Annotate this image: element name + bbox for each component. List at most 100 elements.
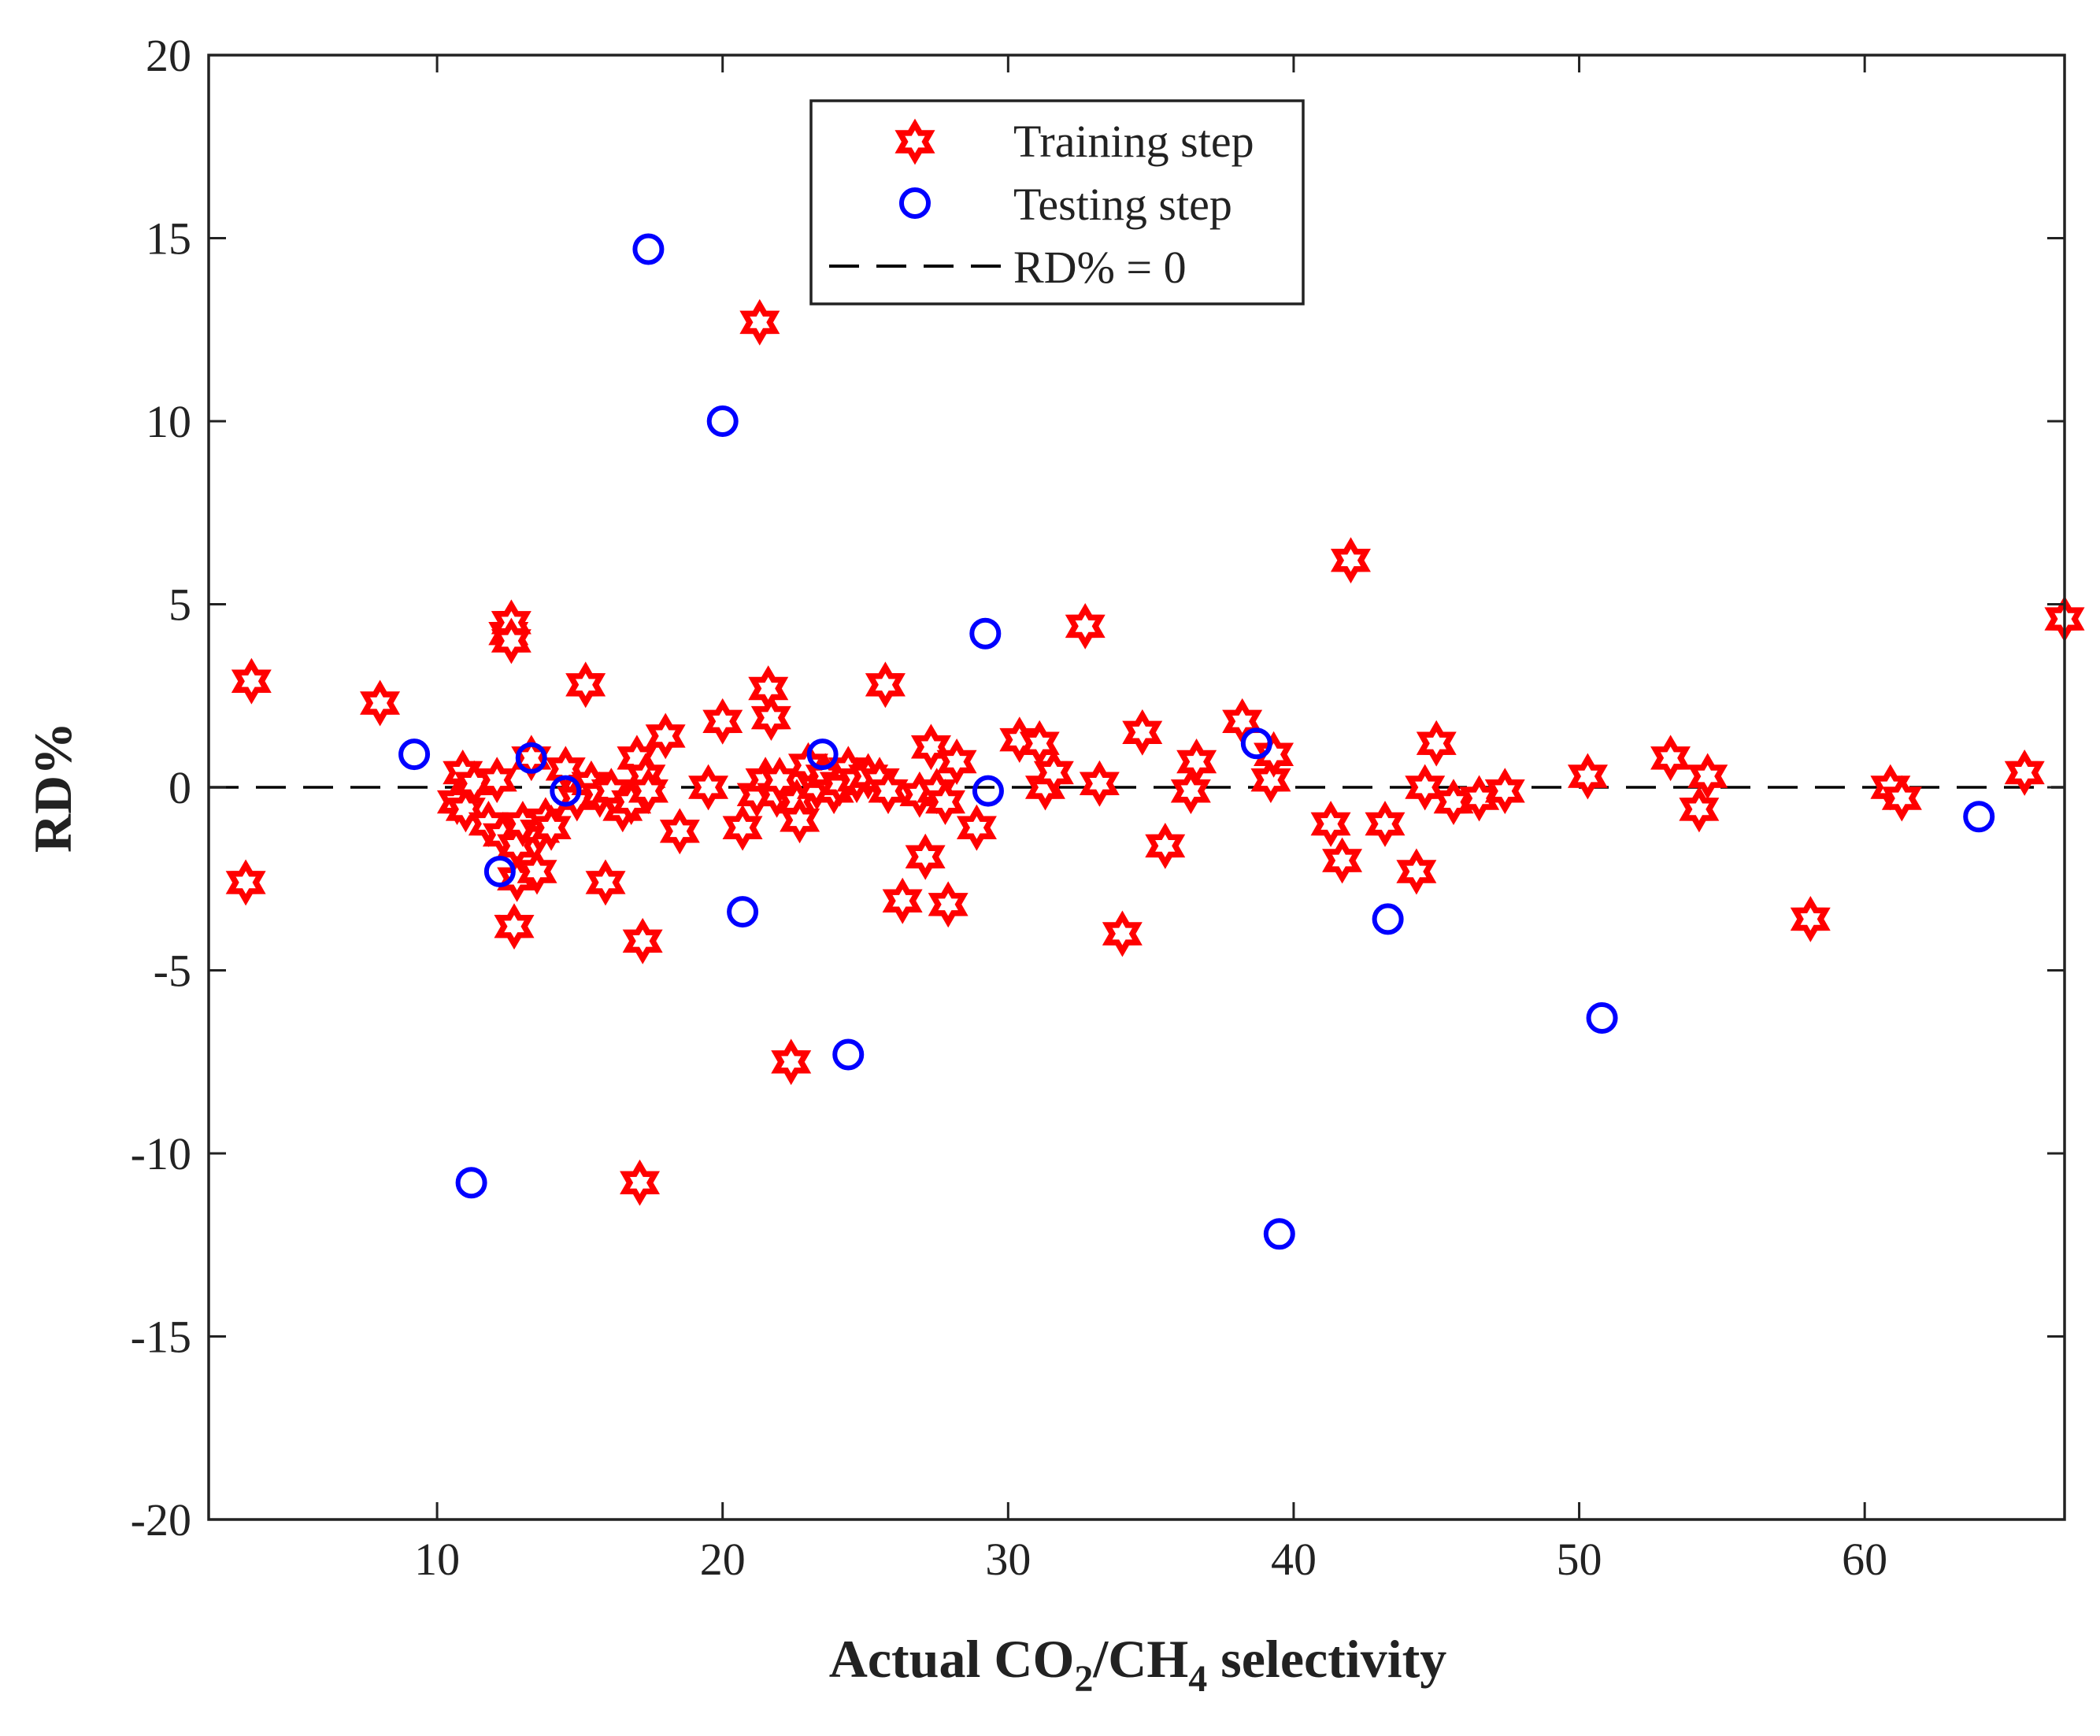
- x-tick-label: 30: [985, 1534, 1031, 1585]
- training-point: [645, 713, 686, 760]
- training-point: [628, 768, 669, 815]
- training-point-shape: [1365, 801, 1406, 847]
- training-point: [231, 657, 272, 705]
- series-testing: [398, 233, 1995, 1250]
- training-point: [1687, 753, 1728, 800]
- y-tick-label: 10: [146, 396, 191, 447]
- training-point-shape: [231, 657, 272, 705]
- training-point: [750, 694, 791, 742]
- testing-point: [706, 405, 739, 437]
- training-point-shape: [1102, 910, 1143, 957]
- training-point-shape: [645, 713, 686, 760]
- training-point-shape: [1416, 720, 1457, 767]
- series-training: [225, 298, 2085, 1206]
- testing-point: [1963, 801, 1995, 833]
- training-point: [882, 877, 923, 924]
- training-point-shape: [688, 764, 729, 811]
- legend-testing-symbol: [899, 187, 931, 219]
- legend-training-marker: [894, 118, 935, 165]
- training-point-shape: [620, 1159, 661, 1206]
- x-axis-title-part: Actual CO: [829, 1629, 1075, 1689]
- training-point-shape: [750, 694, 791, 742]
- training-point-shape: [1170, 768, 1211, 815]
- testing-point: [806, 738, 839, 771]
- legend-testing-label: Testing step: [1013, 179, 1232, 230]
- training-point: [1365, 801, 1406, 847]
- training-point: [928, 881, 969, 928]
- training-point-shape: [225, 859, 266, 906]
- y-tick-label: 0: [169, 762, 191, 813]
- legend-box: [809, 99, 1305, 305]
- training-point-shape: [1567, 753, 1608, 800]
- training-point: [494, 903, 535, 950]
- x-tick-label: 50: [1557, 1534, 1602, 1585]
- x-tick-label: 10: [414, 1534, 460, 1585]
- training-point-shape: [659, 808, 700, 855]
- training-point-shape: [1033, 749, 1074, 796]
- testing-point: [398, 738, 431, 771]
- training-point: [565, 661, 606, 709]
- training-point: [1033, 749, 1074, 796]
- training-point: [1330, 537, 1371, 584]
- y-tick-label: -15: [131, 1312, 191, 1363]
- training-point: [531, 804, 572, 851]
- training-point: [739, 298, 780, 346]
- training-point-shape: [2004, 749, 2045, 796]
- y-tick-label: -10: [131, 1128, 191, 1179]
- training-point-shape: [517, 848, 557, 895]
- y-tick-label: 20: [146, 30, 191, 81]
- training-point-shape: [1679, 786, 1720, 833]
- training-point-shape: [1881, 775, 1922, 822]
- x-axis-title-part: selectivity: [1207, 1629, 1446, 1689]
- testing-point: [515, 742, 547, 774]
- training-point: [925, 779, 966, 826]
- legend-training-symbol: [894, 118, 935, 165]
- training-point: [905, 833, 946, 880]
- training-point-shape: [956, 804, 997, 851]
- x-tick-label: 20: [700, 1534, 746, 1585]
- training-point: [1254, 731, 1294, 778]
- training-point: [225, 859, 266, 906]
- training-point: [1679, 786, 1720, 833]
- training-point: [620, 1159, 661, 1206]
- testing-point: [455, 1167, 487, 1199]
- training-point: [1310, 801, 1351, 847]
- training-point-shape: [910, 724, 951, 771]
- training-point: [1396, 848, 1437, 895]
- training-point-shape: [702, 698, 743, 745]
- training-point: [1145, 822, 1186, 869]
- training-point: [1019, 720, 1060, 767]
- training-point-shape: [585, 859, 626, 906]
- training-point-shape: [1250, 757, 1291, 804]
- training-point: [771, 1038, 812, 1086]
- training-point-shape: [780, 797, 820, 844]
- training-point-shape: [1310, 801, 1351, 847]
- x-axis-title-subscript: 4: [1188, 1658, 1207, 1700]
- training-point-shape: [494, 903, 535, 950]
- training-point-shape: [1405, 764, 1446, 811]
- training-point-shape: [865, 661, 906, 709]
- training-point-shape: [1145, 822, 1186, 869]
- training-point-shape: [565, 661, 606, 709]
- testing-point: [1240, 727, 1272, 760]
- testing-point: [1586, 1001, 1618, 1034]
- training-point: [360, 679, 401, 727]
- training-point-shape: [1330, 537, 1371, 584]
- axes: 10 20 30 40 50 60 -20 -15 -10 -5 0 5 10 15 20: [131, 30, 2066, 1585]
- x-axis-title: Actual CO2/CH4 selectivity: [829, 1629, 1447, 1700]
- training-point-shape: [1254, 731, 1294, 778]
- training-point: [517, 848, 557, 895]
- training-point-shape: [1176, 738, 1217, 786]
- y-tick-label: 5: [169, 579, 191, 631]
- training-point-shape: [1079, 760, 1120, 807]
- training-point-shape: [1322, 837, 1363, 884]
- training-point: [1405, 764, 1446, 811]
- training-point-shape: [1687, 753, 1728, 800]
- testing-point: [483, 855, 516, 887]
- training-point: [868, 768, 909, 815]
- testing-point: [832, 1038, 865, 1071]
- training-point-shape: [1650, 735, 1691, 782]
- training-point: [936, 738, 977, 786]
